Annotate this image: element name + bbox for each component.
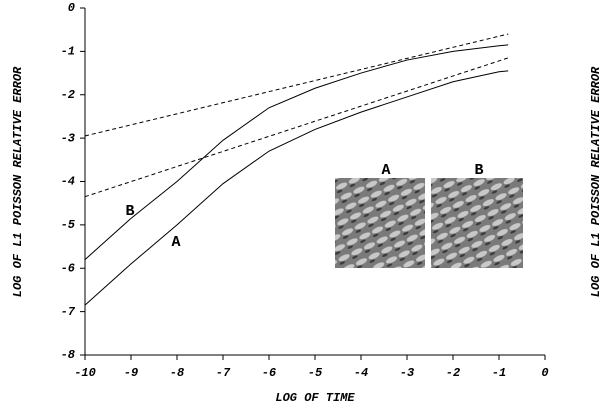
- y-tick-label: -6: [61, 261, 75, 275]
- x-tick-label: -4: [354, 366, 368, 380]
- x-tick-label: -3: [400, 366, 414, 380]
- x-tick-label: -10: [74, 366, 96, 380]
- series-line: [84, 57, 509, 198]
- x-tick-label: 0: [541, 366, 548, 380]
- x-tick-label: -2: [446, 366, 460, 380]
- series-line: [84, 70, 509, 306]
- x-tick-label: -7: [216, 366, 231, 380]
- x-tick-label: -1: [492, 366, 506, 380]
- series-line: [84, 44, 509, 260]
- inset-label: B: [474, 162, 483, 179]
- y-tick-label: -7: [61, 305, 76, 319]
- y-tick-label: -3: [61, 131, 75, 145]
- y-tick-label: 0: [68, 1, 75, 15]
- series-line: [84, 33, 509, 137]
- x-tick-label: -5: [308, 366, 323, 380]
- curve-label: A: [171, 234, 180, 251]
- x-axis-label: LOG OF TIME: [275, 391, 355, 405]
- y-tick-label: -8: [61, 348, 75, 362]
- y-axis-label: LOG OF L1 POISSON RELATIVE ERROR: [11, 66, 25, 297]
- x-tick-label: -6: [262, 366, 276, 380]
- inset-image: [335, 178, 425, 268]
- y-tick-label: -4: [61, 175, 75, 189]
- x-tick-label: -9: [124, 366, 138, 380]
- y-tick-label: -1: [61, 45, 75, 59]
- y-tick-label: -5: [61, 218, 76, 232]
- inset-label: A: [381, 162, 390, 179]
- y-axis-label: LOG OF L1 POISSON RELATIVE ERROR: [589, 66, 603, 297]
- inset-image: [431, 178, 523, 268]
- x-tick-label: -8: [170, 366, 184, 380]
- y-tick-label: -2: [61, 88, 75, 102]
- curve-label: B: [125, 203, 134, 220]
